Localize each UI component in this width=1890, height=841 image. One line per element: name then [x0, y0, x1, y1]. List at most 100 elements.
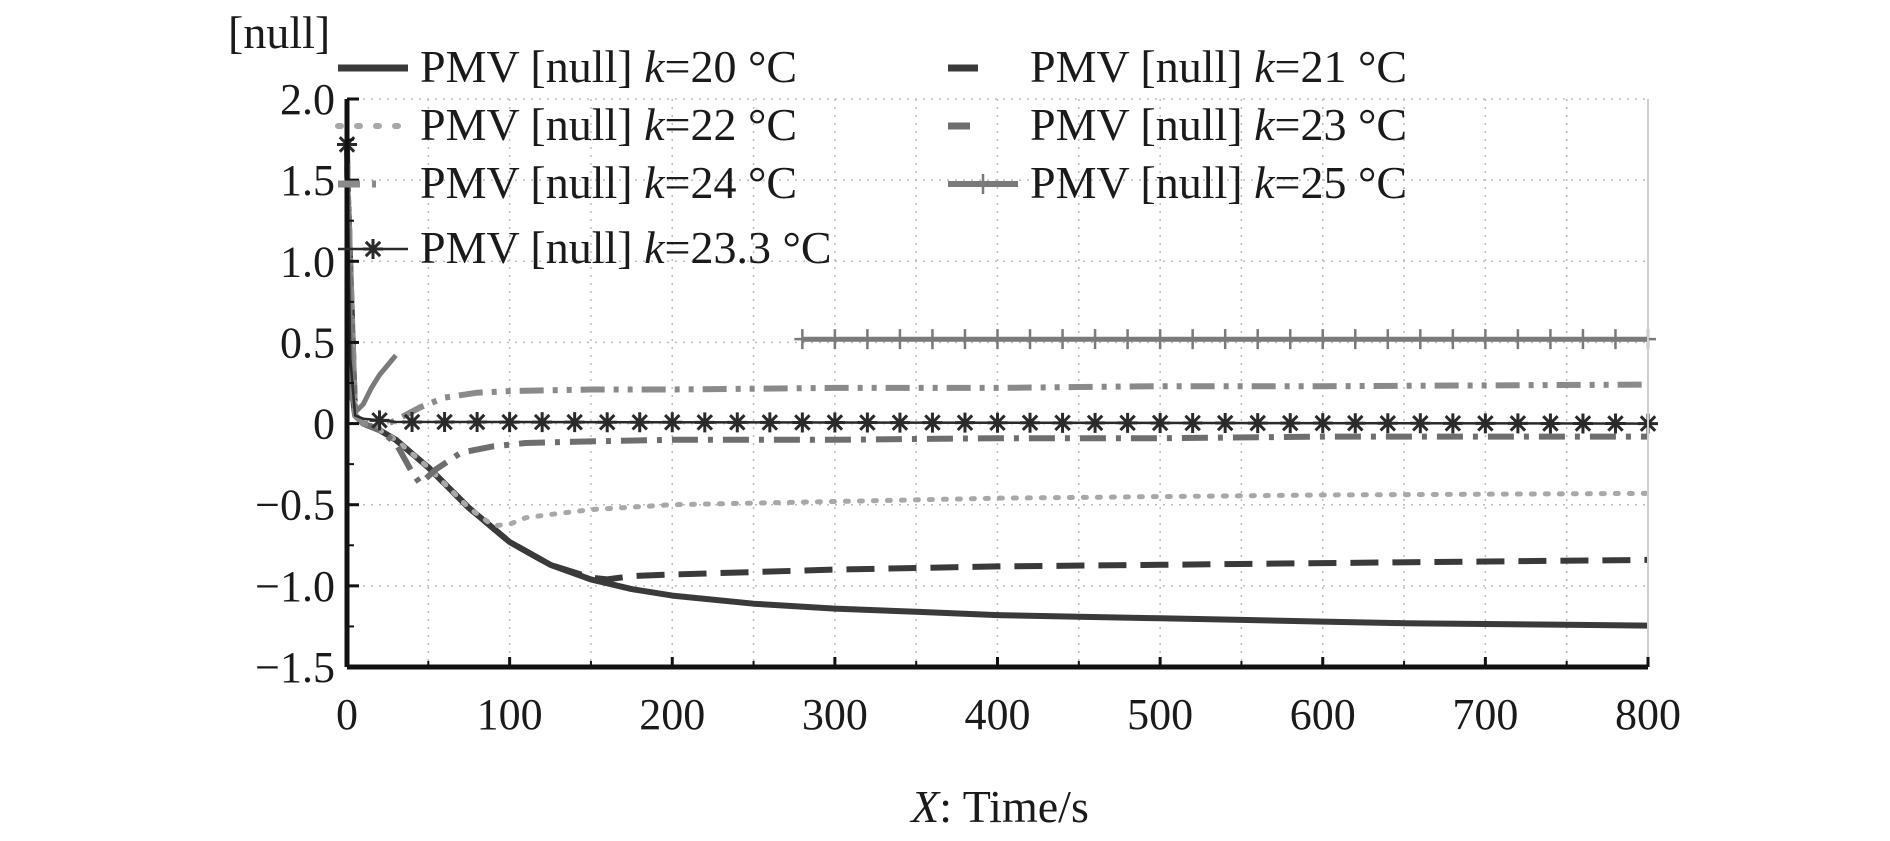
marker-star-k23_3 [1247, 413, 1268, 434]
marker-star-k23_3 [792, 412, 813, 433]
marker-star-k23_3 [402, 411, 423, 432]
legend-label-prefix: PMV [null] [420, 99, 644, 150]
marker-star-k23_3 [1605, 413, 1626, 434]
legend-entry-k23: PMV [null] k=23 °C [948, 99, 1407, 150]
marker-star-k23_3 [1345, 413, 1366, 434]
legend-label-var: k [1254, 157, 1276, 208]
marker-star-k23_3 [954, 412, 975, 433]
marker-star-k23_3 [532, 412, 553, 433]
series-k24 [344, 163, 1649, 430]
y-tick-label: 0.5 [280, 318, 335, 367]
legend-label-value: =25 °C [1275, 157, 1408, 208]
series-k21 [344, 163, 1649, 583]
marker-star-k23_3 [1572, 413, 1593, 434]
marker-plus-k25 [1607, 329, 1624, 350]
marker-plus-k25 [859, 329, 876, 350]
marker-plus-k25 [1054, 329, 1071, 350]
x-tick-label: 700 [1452, 690, 1518, 739]
legend-label-k24: PMV [null] k=24 °C [420, 157, 797, 208]
x-tick-label: 800 [1615, 690, 1681, 739]
legend-label-value: =22 °C [665, 99, 798, 150]
marker-plus-k25 [1379, 329, 1396, 350]
marker-plus-k25 [1444, 329, 1461, 350]
legend-label-prefix: PMV [null] [420, 157, 644, 208]
x-tick-label: 0 [336, 690, 358, 739]
legend-label-prefix: PMV [null] [420, 41, 644, 92]
marker-star-k23_3 [1182, 412, 1203, 433]
marker-star-k23_3 [1377, 413, 1398, 434]
marker-star-k23_3 [564, 412, 585, 433]
x-tick-label: 400 [965, 690, 1031, 739]
marker-star-k23_3 [1085, 412, 1106, 433]
marker-plus-k25 [1152, 329, 1169, 350]
marker-plus-k25 [956, 329, 973, 350]
legend-entry-k21: PMV [null] k=21 °C [948, 41, 1407, 92]
marker-plus-k25 [891, 329, 908, 350]
marker-plus-k25 [1509, 329, 1526, 350]
legend-label-value: =21 °C [1275, 41, 1408, 92]
legend-label-prefix: PMV [null] [1030, 41, 1254, 92]
x-axis-title-rest: : Time/s [939, 781, 1089, 832]
y-tick-label: 0 [313, 400, 335, 449]
x-tick-label: 600 [1290, 690, 1356, 739]
grid-lines [347, 98, 1649, 667]
y-tick-label: −0.5 [255, 481, 335, 530]
marker-plus-k25 [1347, 329, 1364, 350]
marker-star-k23_3 [1507, 413, 1528, 434]
legend-label-value: =23 °C [1275, 99, 1408, 150]
y-tick-label: 1.0 [280, 237, 335, 286]
legend-label-var: k [644, 222, 666, 273]
marker-plus-k25 [989, 329, 1006, 350]
x-tick-label: 100 [477, 690, 543, 739]
marker-star-k23_3 [1117, 412, 1138, 433]
legend-entry-k24: PMV [null] k=24 °C [338, 157, 797, 208]
marker-star-k23_3 [1150, 412, 1171, 433]
x-tick-label: 200 [639, 690, 705, 739]
legend-marker-k25 [975, 174, 991, 194]
marker-plus-k25 [794, 329, 811, 350]
marker-plus-k25 [1087, 329, 1104, 350]
legend-entry-k25: PMV [null] k=25 °C [948, 157, 1407, 208]
marker-plus-k25 [1574, 329, 1591, 350]
x-tick-label: 500 [1127, 690, 1193, 739]
marker-star-k23_3 [889, 412, 910, 433]
legend: PMV [null] k=20 °C PMV [null] k=21 °CPMV … [335, 41, 1407, 273]
y-tick-label: 1.5 [280, 156, 335, 205]
legend-label-var: k [1254, 41, 1276, 92]
series-line-k24 [344, 163, 1649, 430]
legend-entry-k22: PMV [null] k=22 °C [335, 99, 797, 150]
marker-star-k23_3 [759, 412, 780, 433]
marker-plus-k25 [1184, 329, 1201, 350]
series-k25 [344, 163, 1656, 414]
marker-star-k23_3 [499, 412, 520, 433]
legend-label-value: =20 °C [665, 41, 798, 92]
marker-star-k23_3 [467, 412, 488, 433]
legend-label-k23_3: PMV [null] k=23.3 °C [420, 222, 832, 273]
marker-star-k23_3 [1312, 413, 1333, 434]
marker-star-k23_3 [662, 412, 683, 433]
series-line-k21 [344, 163, 1649, 583]
marker-star-k23_3 [824, 412, 845, 433]
marker-star-k23_3 [922, 412, 943, 433]
legend-entry-k23_3: PMV [null] k=23.3 °C [338, 222, 832, 273]
marker-star-k23_3 [1020, 412, 1041, 433]
legend-label-k22: PMV [null] k=22 °C [420, 99, 797, 150]
legend-label-var: k [644, 157, 666, 208]
series-layer [337, 134, 1658, 629]
marker-plus-k25 [826, 329, 843, 350]
marker-star-k23_3 [597, 412, 618, 433]
marker-plus-k25 [1217, 329, 1234, 350]
marker-star-k23_3 [727, 412, 748, 433]
marker-plus-k25 [1542, 329, 1559, 350]
series-line-k23_3 [345, 144, 1649, 425]
legend-label-var: k [1254, 99, 1276, 150]
legend-entry-k20: PMV [null] k=20 °C [338, 41, 797, 92]
y-axis-label: [null] [228, 7, 330, 58]
legend-label-var: k [644, 41, 666, 92]
legend-label-value: =23.3 °C [665, 222, 832, 273]
x-axis-title-var: X [909, 781, 941, 832]
legend-label-prefix: PMV [null] [1030, 99, 1254, 150]
marker-plus-k25 [1249, 329, 1266, 350]
legend-label-k23: PMV [null] k=23 °C [1030, 99, 1407, 150]
marker-plus-k25 [1282, 329, 1299, 350]
